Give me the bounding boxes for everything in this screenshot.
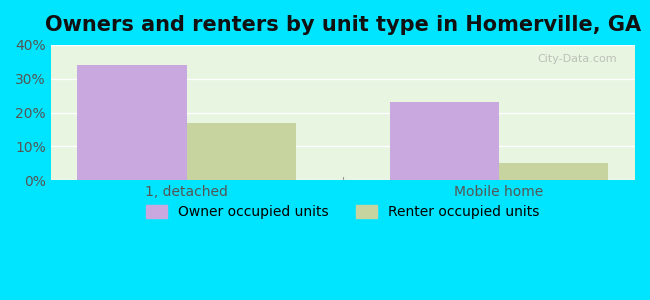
Bar	[187, 123, 296, 180]
Bar	[77, 65, 187, 180]
Legend: Owner occupied units, Renter occupied units: Owner occupied units, Renter occupied un…	[140, 200, 545, 225]
Text: City-Data.com: City-Data.com	[538, 54, 618, 64]
Bar	[390, 102, 499, 180]
Title: Owners and renters by unit type in Homerville, GA: Owners and renters by unit type in Homer…	[45, 15, 641, 35]
Bar	[499, 163, 608, 180]
